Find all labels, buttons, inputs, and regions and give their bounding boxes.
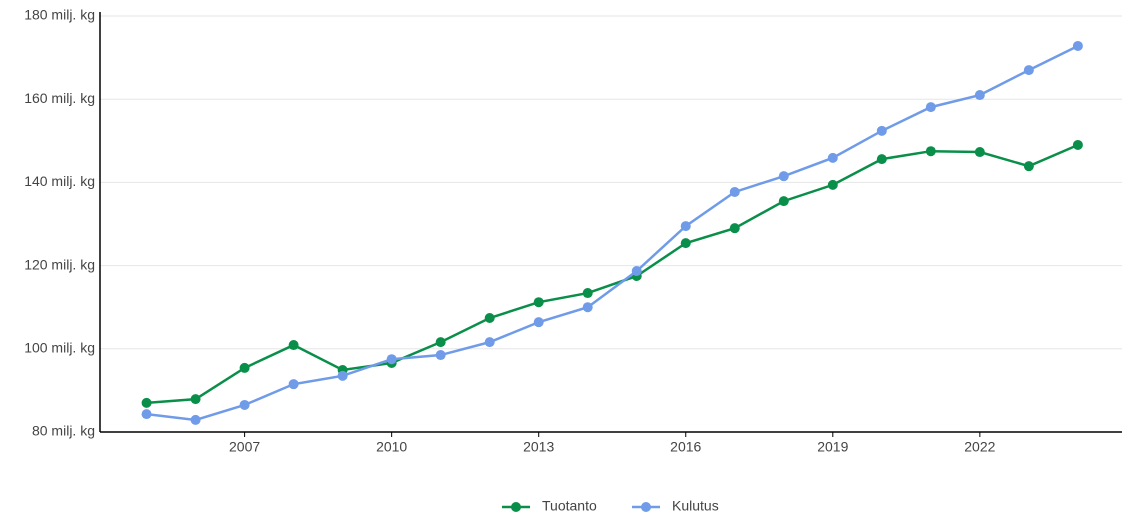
- series-line: [146, 143, 1079, 405]
- y-tick-label: 180 milj. kg: [24, 7, 95, 23]
- point: [680, 221, 691, 232]
- legend-marker: [511, 502, 521, 512]
- point: [288, 379, 299, 390]
- point: [435, 337, 446, 348]
- y-tick-label: 100 milj. kg: [24, 340, 95, 356]
- y-tick-label: 120 milj. kg: [24, 256, 95, 272]
- point: [827, 152, 838, 163]
- x-tick-label: 2019: [817, 439, 848, 455]
- point: [533, 317, 544, 328]
- point: [239, 362, 250, 373]
- point: [484, 337, 495, 348]
- point: [386, 354, 397, 365]
- y-tick-label: 140 milj. kg: [24, 173, 95, 189]
- point: [925, 146, 936, 157]
- point: [1072, 40, 1083, 51]
- point: [484, 313, 495, 324]
- y-tick-label: 80 milj. kg: [32, 423, 95, 439]
- point: [876, 154, 887, 165]
- point: [190, 394, 201, 405]
- point: [974, 147, 985, 158]
- x-tick-label: 2022: [964, 439, 995, 455]
- point: [778, 196, 789, 207]
- legend-marker: [641, 502, 651, 512]
- point: [729, 223, 740, 234]
- point: [337, 370, 348, 381]
- series-line: [146, 44, 1079, 422]
- point: [925, 102, 936, 113]
- point: [190, 414, 201, 425]
- x-tick-label: 2010: [376, 439, 407, 455]
- point: [582, 302, 593, 313]
- point: [631, 266, 642, 277]
- point: [288, 340, 299, 351]
- point: [141, 397, 152, 408]
- legend-label: Tuotanto: [542, 498, 597, 514]
- point: [1072, 139, 1083, 150]
- point: [778, 171, 789, 182]
- point: [435, 350, 446, 361]
- y-tick-label: 160 milj. kg: [24, 90, 95, 106]
- point: [680, 238, 691, 249]
- x-tick-label: 2013: [523, 439, 554, 455]
- point: [533, 297, 544, 308]
- point: [1023, 65, 1034, 76]
- point: [141, 409, 152, 420]
- x-tick-label: 2007: [229, 439, 260, 455]
- point: [1023, 161, 1034, 172]
- legend-label: Kulutus: [672, 498, 719, 514]
- point: [239, 399, 250, 410]
- point: [974, 90, 985, 101]
- point: [827, 179, 838, 190]
- x-tick-label: 2016: [670, 439, 701, 455]
- point: [582, 288, 593, 299]
- point: [729, 186, 740, 197]
- point: [876, 125, 887, 136]
